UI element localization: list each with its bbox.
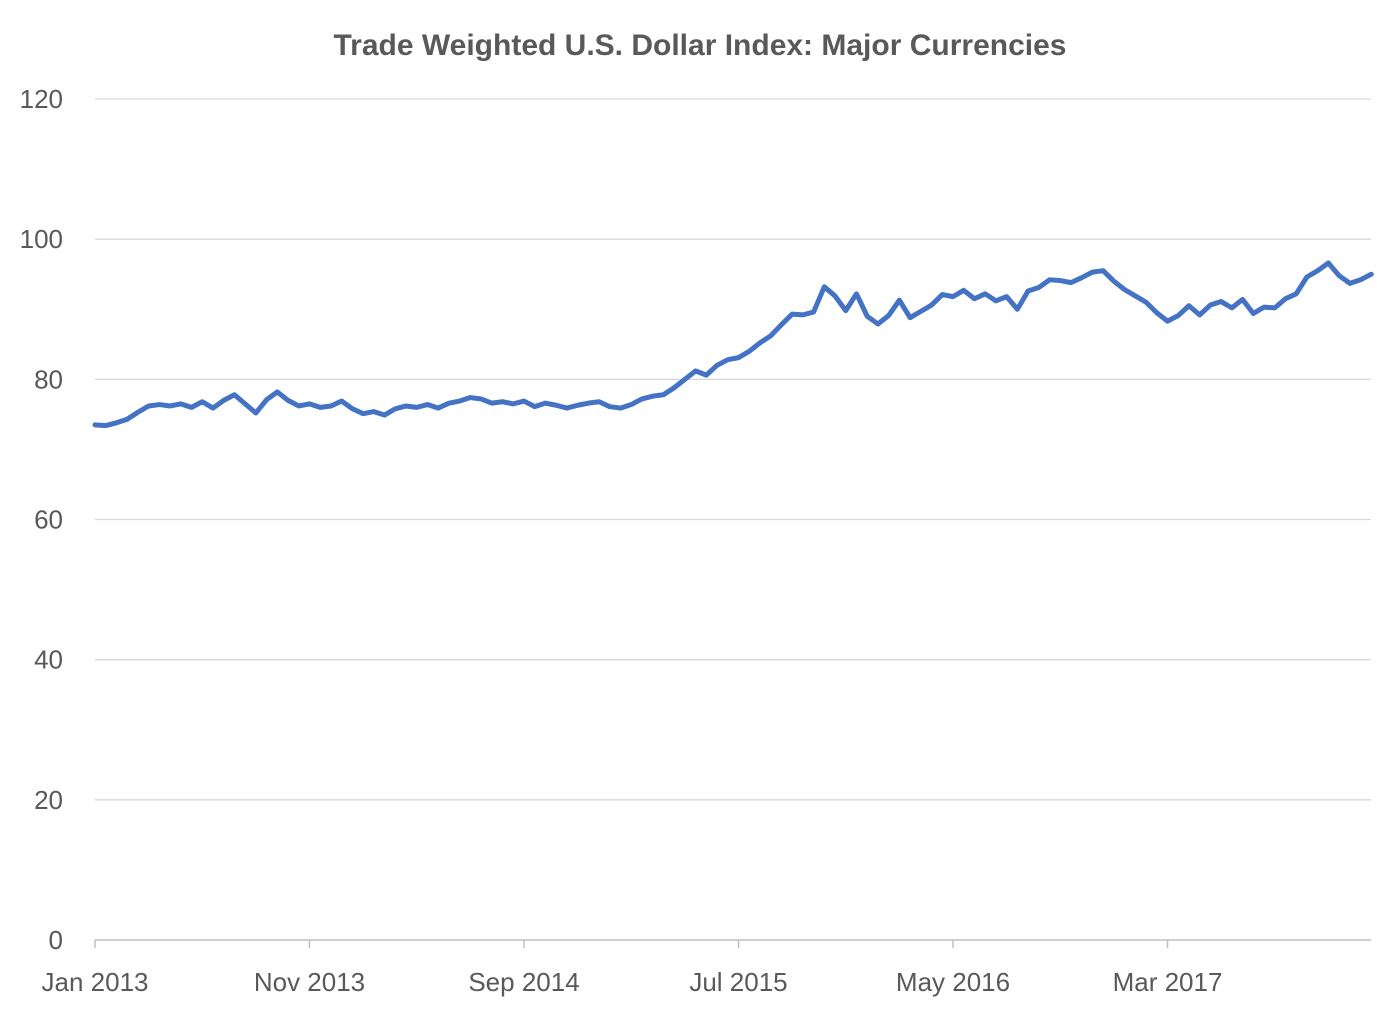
- x-tick-label: Jan 2013: [42, 967, 149, 997]
- y-tick-label: 40: [34, 645, 63, 675]
- series-layer: [92, 260, 1374, 429]
- x-axis: [94, 939, 1371, 948]
- chart-title: Trade Weighted U.S. Dollar Index: Major …: [334, 29, 1067, 62]
- gridlines: [95, 98, 1371, 801]
- x-tick-label: Nov 2013: [254, 967, 365, 997]
- x-tick-label: Mar 2017: [1113, 967, 1223, 997]
- x-tick-label: Jul 2015: [689, 967, 787, 997]
- y-axis-tick-labels: 0 20 40 60 80 100 120: [20, 84, 63, 955]
- series-line-dollar-index: [92, 260, 1374, 429]
- y-tick-label: 60: [34, 505, 63, 535]
- y-tick-label: 20: [34, 785, 63, 815]
- y-tick-label: 0: [49, 925, 63, 955]
- x-tick-label: May 2016: [896, 967, 1010, 997]
- x-tick-label: Sep 2014: [468, 967, 579, 997]
- x-axis-tick-labels: Jan 2013 Nov 2013 Sep 2014 Jul 2015 May 2016…: [42, 967, 1223, 997]
- y-tick-label: 120: [20, 84, 63, 114]
- y-tick-label: 80: [34, 364, 63, 394]
- y-tick-label: 100: [20, 224, 63, 254]
